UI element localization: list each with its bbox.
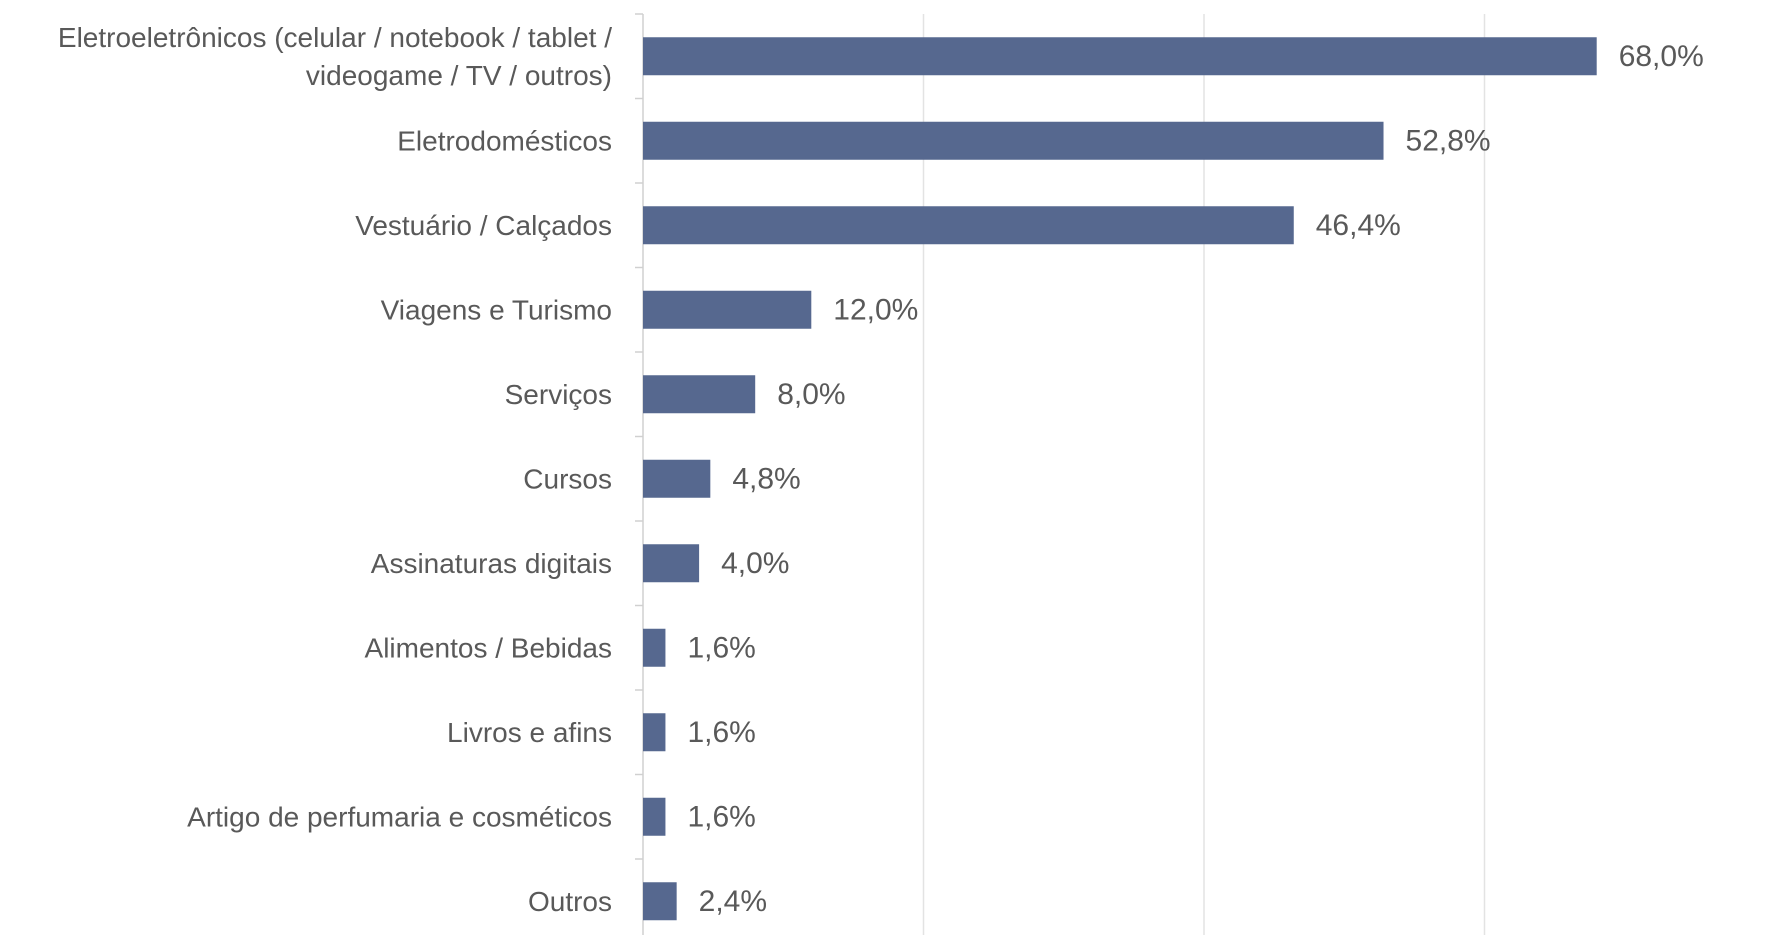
- category-label-line: Alimentos / Bebidas: [365, 632, 612, 663]
- category-label-line: Artigo de perfumaria e cosméticos: [187, 801, 612, 832]
- category-label-9: Artigo de perfumaria e cosméticos: [187, 801, 612, 832]
- data-label-5: 4,8%: [732, 462, 800, 495]
- category-label-line: Eletrodomésticos: [397, 125, 612, 156]
- data-label-4: 8,0%: [777, 378, 845, 411]
- bar-7: [643, 628, 666, 667]
- category-labels: Eletroeletrônicos (celular / notebook / …: [58, 22, 612, 917]
- bar-3: [643, 290, 812, 329]
- category-label-10: Outros: [528, 886, 612, 917]
- data-label-0: 68,0%: [1619, 40, 1704, 73]
- category-label-0: Eletroeletrônicos (celular / notebook / …: [58, 22, 612, 91]
- data-label-1: 52,8%: [1406, 124, 1491, 157]
- category-label-line: Livros e afins: [447, 717, 612, 748]
- category-label-5: Cursos: [523, 463, 612, 494]
- data-label-9: 1,6%: [687, 800, 755, 833]
- gridlines: [922, 14, 1486, 935]
- bar-4: [643, 375, 756, 414]
- category-label-line: Serviços: [505, 379, 612, 410]
- category-label-line: Cursos: [523, 463, 612, 494]
- data-label-7: 1,6%: [687, 631, 755, 664]
- category-label-line: Assinaturas digitais: [371, 548, 612, 579]
- bar-2: [643, 206, 1294, 245]
- category-label-8: Livros e afins: [447, 717, 612, 748]
- bar-9: [643, 797, 666, 836]
- bar-6: [643, 544, 700, 583]
- category-label-line: Vestuário / Calçados: [355, 210, 612, 241]
- data-label-3: 12,0%: [833, 293, 918, 326]
- category-label-7: Alimentos / Bebidas: [365, 632, 612, 663]
- category-axis: [635, 13, 644, 935]
- bar-10: [643, 882, 677, 921]
- data-label-10: 2,4%: [699, 885, 767, 918]
- category-label-1: Eletrodomésticos: [397, 125, 612, 156]
- data-labels: 68,0% 52,8% 46,4% 12,0% 8,0% 4,8% 4,0% 1,6% 1,6%…: [687, 40, 1703, 918]
- category-label-6: Assinaturas digitais: [371, 548, 612, 579]
- bar-5: [643, 459, 711, 498]
- category-label-line: videogame / TV / outros): [306, 60, 612, 91]
- category-label-line: Viagens e Turismo: [381, 294, 612, 325]
- category-label-line: Outros: [528, 886, 612, 917]
- data-label-2: 46,4%: [1316, 209, 1401, 242]
- data-label-8: 1,6%: [687, 716, 755, 749]
- data-label-6: 4,0%: [721, 547, 789, 580]
- category-label-3: Viagens e Turismo: [381, 294, 612, 325]
- category-label-4: Serviços: [505, 379, 612, 410]
- bar-1: [643, 121, 1384, 160]
- category-label-2: Vestuário / Calçados: [355, 210, 612, 241]
- bars: [643, 37, 1597, 921]
- category-label-line: Eletroeletrônicos (celular / notebook / …: [58, 22, 612, 53]
- bar-0: [643, 37, 1597, 76]
- bar-8: [643, 713, 666, 752]
